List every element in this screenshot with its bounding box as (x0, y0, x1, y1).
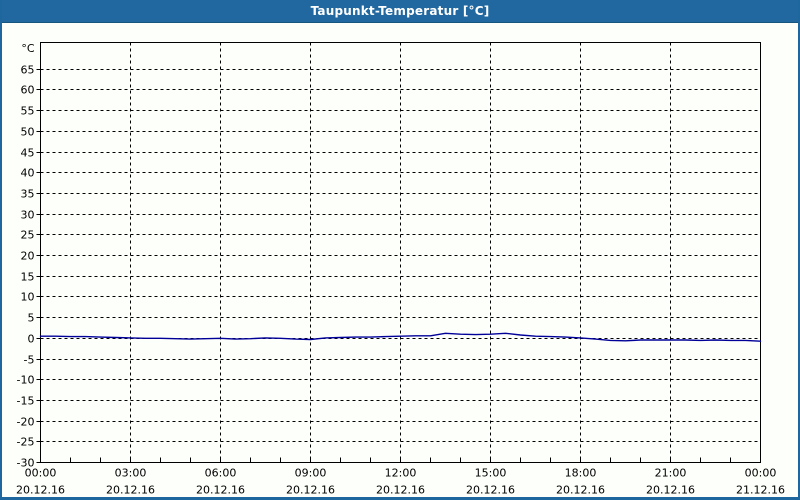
y-axis-label: 25 (21, 229, 35, 242)
x-axis-date-label: 20.12.16 (106, 484, 155, 497)
x-axis-date-label: 20.12.16 (16, 484, 65, 497)
plot-group: 65605550454035302520151050-5-10-15-20-25… (16, 42, 785, 497)
x-axis-date-label: 20.12.16 (466, 484, 515, 497)
x-axis-time-label: 06:00 (205, 467, 237, 480)
y-axis-unit-label: °C (21, 42, 35, 55)
x-axis-time-label: 21:00 (655, 467, 687, 480)
x-axis-time-label: 09:00 (295, 467, 327, 480)
chart-area: 65 60 55 50 45 40 35 30 25 20 15 10 5 0 -5 -10 -15 -20 -25… (2, 23, 798, 497)
x-axis-date-label: 20.12.16 (646, 484, 695, 497)
y-axis-label: 60 (21, 84, 35, 97)
plot-frame (40, 42, 761, 463)
x-axis-time-label: 18:00 (565, 467, 597, 480)
y-axis-label: 50 (21, 126, 35, 139)
x-axis-time-label: 00:00 (25, 467, 57, 480)
x-axis-time-label: 03:00 (115, 467, 147, 480)
y-axis-label: 55 (21, 105, 35, 118)
x-axis-time-label: 00:00 (745, 467, 777, 480)
y-axis-label: 45 (21, 147, 35, 160)
x-axis-date-label: 21.12.16 (736, 484, 785, 497)
y-axis-label: -25 (17, 436, 35, 449)
x-axis-date-label: 20.12.16 (556, 484, 605, 497)
x-axis-time-label: 12:00 (385, 467, 417, 480)
x-axis-date-label: 20.12.16 (196, 484, 245, 497)
y-axis-label: 5 (28, 312, 35, 325)
x-axis-date-label: 20.12.16 (286, 484, 335, 497)
y-axis-label: -15 (17, 395, 35, 408)
chart-canvas: 65605550454035302520151050-5-10-15-20-25… (16, 42, 785, 497)
window-titlebar: Taupunkt-Temperatur [°C] (2, 0, 798, 23)
y-axis-label: 15 (21, 271, 35, 284)
y-axis-label: 0 (28, 333, 35, 346)
y-axis-label: -5 (24, 354, 35, 367)
x-axis-date-label: 20.12.16 (376, 484, 425, 497)
y-axis-label: -10 (17, 374, 35, 387)
series-line (39, 332, 762, 342)
y-axis-label: 65 (21, 64, 35, 77)
y-axis-label: 20 (21, 250, 35, 263)
y-axis-label: 35 (21, 188, 35, 201)
y-axis-label: 30 (21, 209, 35, 222)
y-axis-label: -20 (17, 416, 35, 429)
y-axis-label: -30 (17, 457, 35, 470)
x-axis-time-label: 15:00 (475, 467, 507, 480)
window-title: Taupunkt-Temperatur [°C] (310, 4, 490, 18)
y-axis-label: 40 (21, 167, 35, 180)
y-axis-label: 10 (21, 291, 35, 304)
